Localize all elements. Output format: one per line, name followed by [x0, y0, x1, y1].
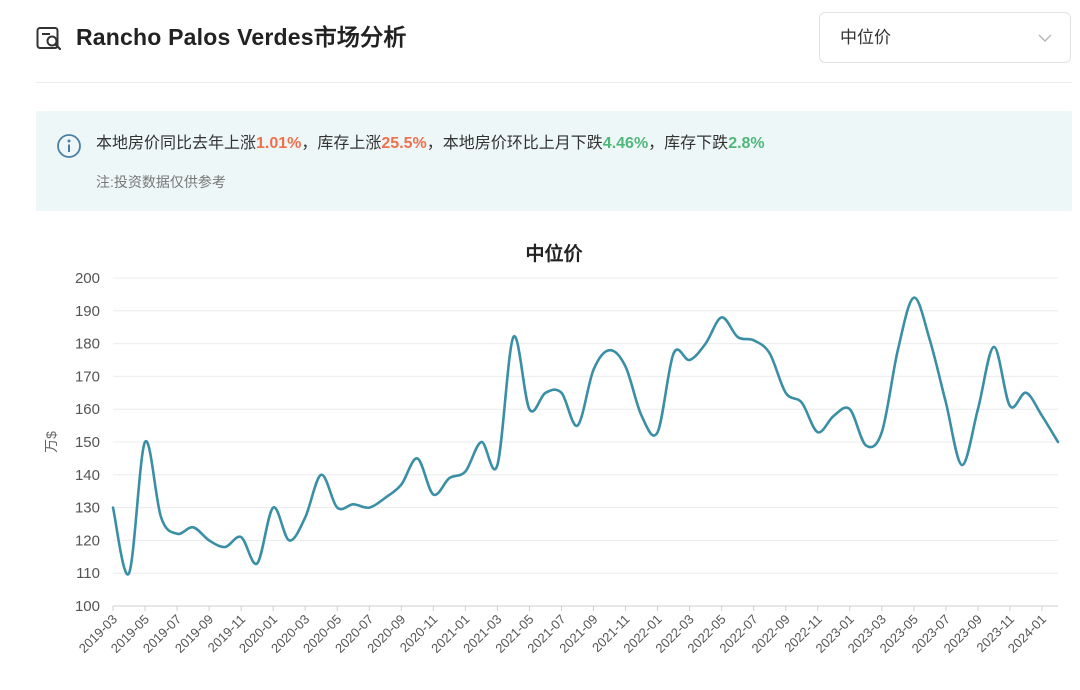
series-line [111, 296, 1060, 576]
grid [113, 277, 1058, 607]
y-tick-label: 180 [75, 336, 100, 353]
y-tick-label: 110 [76, 565, 100, 582]
market-notice: 本地房价同比去年上涨1.01%，库存上涨25.5%，本地房价环比上月下跌4.46… [36, 111, 1072, 211]
notice-text: ，库存下跌 [648, 135, 729, 152]
y-axis-label: 万$ [43, 431, 59, 453]
mom-inventory-change: 2.8% [728, 135, 765, 152]
y-tick-label: 100 [75, 598, 100, 615]
y-tick-label: 160 [75, 401, 100, 418]
chart-title: 中位价 [525, 242, 583, 265]
mom-price-change: 4.46% [602, 135, 649, 152]
y-tick-label: 200 [75, 270, 100, 287]
page-header: Rancho Palos Verdes市场分析 中位价 [36, 0, 1072, 83]
info-circle-icon [57, 134, 81, 158]
notice-disclaimer: 注:投资数据仅供参考 [96, 174, 226, 190]
yoy-price-change: 1.01% [256, 135, 302, 152]
yoy-inventory-change: 25.5% [381, 135, 427, 152]
notice-text: ，本地房价环比上月下跌 [426, 135, 603, 152]
y-tick-label: 190 [75, 303, 100, 320]
y-tick-label: 170 [75, 368, 100, 385]
y-tick-label: 150 [75, 434, 100, 451]
notice-summary: 本地房价同比去年上涨1.01%，库存上涨25.5%，本地房价环比上月下跌4.46… [96, 133, 765, 155]
page-title: Rancho Palos Verdes市场分析 [76, 24, 407, 50]
notice-text: ，库存上涨 [301, 135, 382, 152]
x-axis: 2019-032019-052019-072019-092019-112020-… [76, 606, 1049, 656]
chevron-down-icon [1038, 34, 1052, 42]
metric-select[interactable]: 中位价 [819, 12, 1071, 63]
y-tick-label: 130 [75, 500, 100, 517]
median-price-chart: 中位价 万$ 100 110 120 130 140 150 160 170 180 190 200… [43, 242, 1060, 656]
report-search-icon [36, 27, 62, 51]
notice-text: 本地房价同比去年上涨 [96, 135, 257, 152]
y-axis: 100 110 120 130 140 150 160 170 180 190 200 [75, 270, 100, 615]
y-tick-label: 120 [75, 532, 100, 549]
metric-select-value: 中位价 [840, 28, 891, 47]
y-tick-label: 140 [75, 467, 100, 484]
